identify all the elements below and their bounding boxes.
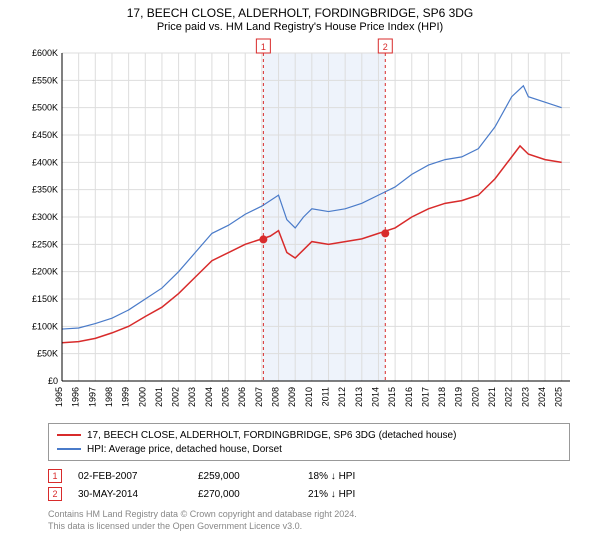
legend-label-hpi: HPI: Average price, detached house, Dors…: [87, 444, 282, 455]
svg-text:2010: 2010: [304, 387, 314, 407]
sale-date-1: 02-FEB-2007: [78, 471, 198, 482]
svg-text:2009: 2009: [287, 387, 297, 407]
svg-text:£100K: £100K: [32, 321, 58, 331]
svg-text:£400K: £400K: [32, 157, 58, 167]
svg-text:1998: 1998: [104, 387, 114, 407]
sale-row-1: 1 02-FEB-2007 £259,000 18% ↓ HPI: [48, 467, 570, 485]
sale-marker-2: 2: [48, 487, 62, 501]
svg-text:2015: 2015: [387, 387, 397, 407]
svg-text:2024: 2024: [537, 387, 547, 407]
svg-text:2000: 2000: [137, 387, 147, 407]
sale-diff-2: 21% ↓ HPI: [308, 489, 428, 500]
svg-text:£550K: £550K: [32, 75, 58, 85]
footer-line-1: Contains HM Land Registry data © Crown c…: [48, 509, 570, 521]
sale-marker-1: 1: [48, 469, 62, 483]
svg-text:2018: 2018: [437, 387, 447, 407]
svg-text:£50K: £50K: [37, 349, 58, 359]
svg-text:£150K: £150K: [32, 294, 58, 304]
svg-text:2013: 2013: [354, 387, 364, 407]
svg-text:2025: 2025: [554, 387, 564, 407]
svg-text:2003: 2003: [187, 387, 197, 407]
svg-text:2007: 2007: [254, 387, 264, 407]
sales-block: 1 02-FEB-2007 £259,000 18% ↓ HPI 2 30-MA…: [48, 467, 570, 503]
chart-area: £0 £50K £100K £150K £200K £250K £300K £350K £400…: [20, 37, 580, 417]
legend-row-subject: 17, BEECH CLOSE, ALDERHOLT, FORDINGBRIDG…: [57, 428, 561, 442]
svg-text:1996: 1996: [71, 387, 81, 407]
svg-text:2011: 2011: [320, 387, 330, 406]
chart-subtitle: Price paid vs. HM Land Registry's House …: [0, 20, 600, 37]
footer: Contains HM Land Registry data © Crown c…: [48, 509, 570, 532]
svg-text:1999: 1999: [121, 387, 131, 407]
svg-text:2023: 2023: [520, 387, 530, 407]
svg-text:£450K: £450K: [32, 130, 58, 140]
svg-text:2005: 2005: [221, 387, 231, 407]
svg-text:2014: 2014: [370, 387, 380, 407]
svg-text:2006: 2006: [237, 387, 247, 407]
svg-text:2019: 2019: [454, 387, 464, 407]
svg-text:£500K: £500K: [32, 103, 58, 113]
legend-row-hpi: HPI: Average price, detached house, Dors…: [57, 442, 561, 456]
svg-text:2004: 2004: [204, 387, 214, 407]
svg-text:£300K: £300K: [32, 212, 58, 222]
svg-text:1: 1: [261, 42, 266, 52]
svg-text:2008: 2008: [271, 387, 281, 407]
sale-diff-1: 18% ↓ HPI: [308, 471, 428, 482]
chart-title: 17, BEECH CLOSE, ALDERHOLT, FORDINGBRIDG…: [0, 0, 600, 20]
svg-text:£600K: £600K: [32, 48, 58, 58]
svg-text:2021: 2021: [487, 387, 497, 407]
sale-price-2: £270,000: [198, 489, 308, 500]
svg-text:£350K: £350K: [32, 185, 58, 195]
svg-text:2016: 2016: [404, 387, 414, 407]
svg-text:2020: 2020: [470, 387, 480, 407]
legend-swatch-subject: [57, 434, 81, 436]
svg-text:2002: 2002: [171, 387, 181, 407]
legend-swatch-hpi: [57, 448, 81, 450]
legend-box: 17, BEECH CLOSE, ALDERHOLT, FORDINGBRIDG…: [48, 423, 570, 461]
svg-text:2: 2: [383, 42, 388, 52]
svg-text:2001: 2001: [154, 387, 164, 407]
svg-text:£200K: £200K: [32, 267, 58, 277]
svg-text:1997: 1997: [87, 387, 97, 407]
chart-svg: £0 £50K £100K £150K £200K £250K £300K £350K £400…: [20, 37, 580, 417]
svg-text:2022: 2022: [504, 387, 514, 407]
sale-row-2: 2 30-MAY-2014 £270,000 21% ↓ HPI: [48, 485, 570, 503]
legend-label-subject: 17, BEECH CLOSE, ALDERHOLT, FORDINGBRIDG…: [87, 430, 456, 441]
footer-line-2: This data is licensed under the Open Gov…: [48, 521, 570, 533]
svg-text:2012: 2012: [337, 387, 347, 407]
svg-text:2017: 2017: [420, 387, 430, 407]
svg-text:1995: 1995: [54, 387, 64, 407]
sale-price-1: £259,000: [198, 471, 308, 482]
svg-text:£250K: £250K: [32, 239, 58, 249]
svg-text:£0: £0: [48, 376, 58, 386]
sale-date-2: 30-MAY-2014: [78, 489, 198, 500]
